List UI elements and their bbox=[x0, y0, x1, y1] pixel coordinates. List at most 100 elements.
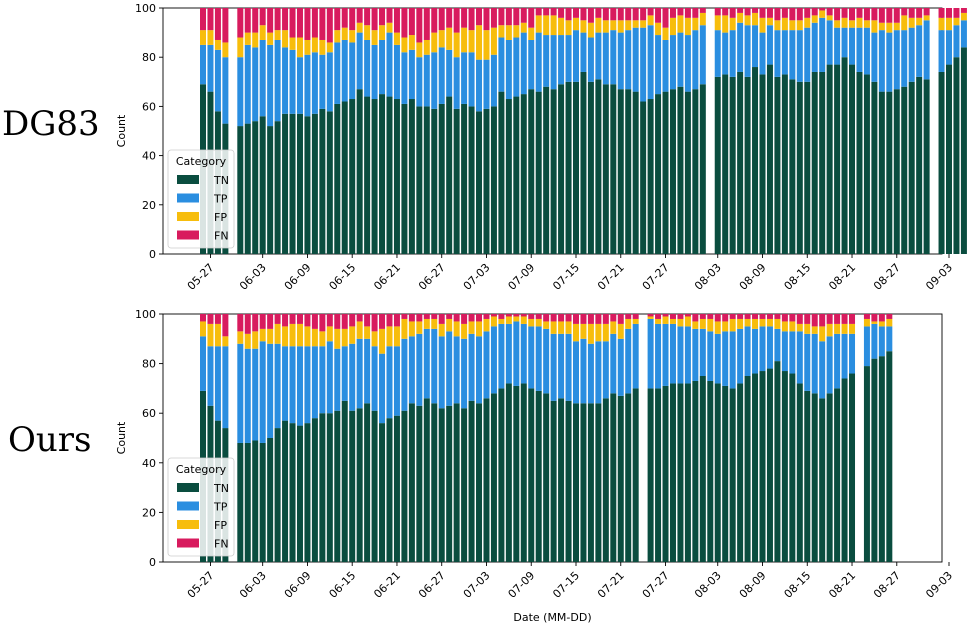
bar-fp-32 bbox=[438, 30, 445, 48]
bar-tn-11 bbox=[282, 113, 289, 254]
bar-fp-26 bbox=[393, 32, 400, 45]
bar-fp-39 bbox=[490, 27, 497, 55]
bar-fn-3 bbox=[222, 314, 229, 337]
bar-tp-80 bbox=[796, 331, 803, 384]
bar-tn-69 bbox=[714, 76, 721, 254]
bar-fn-17 bbox=[326, 314, 333, 327]
bar-tn-50 bbox=[573, 403, 579, 562]
bar-tn-85 bbox=[834, 64, 841, 254]
bar-tp-61 bbox=[655, 35, 662, 95]
bar-tp-34 bbox=[453, 57, 460, 109]
bar-tn-71 bbox=[729, 76, 736, 254]
bar-tp-48 bbox=[558, 35, 565, 85]
legend-swatch-tn bbox=[177, 175, 199, 184]
legend-label-tn: TN bbox=[213, 174, 229, 187]
bar-fp-1 bbox=[207, 323, 214, 347]
bar-tp-23 bbox=[371, 44, 378, 100]
bar-fn-55 bbox=[610, 8, 617, 21]
bar-fp-56 bbox=[617, 323, 624, 339]
bar-tp-76 bbox=[766, 25, 773, 65]
bar-fp-78 bbox=[781, 321, 788, 332]
bar-fn-70 bbox=[722, 314, 729, 322]
bar-fp-58 bbox=[632, 20, 639, 28]
bar-fp-62 bbox=[662, 27, 669, 40]
bar-fp-62 bbox=[662, 316, 669, 324]
legend-swatch-fn bbox=[177, 538, 199, 548]
bar-fp-31 bbox=[431, 32, 438, 53]
bar-tp-5 bbox=[237, 57, 244, 127]
legend-label-fn: FN bbox=[214, 230, 229, 243]
bar-tn-48 bbox=[558, 84, 565, 254]
bar-fp-101 bbox=[953, 17, 960, 26]
bar-fp-0 bbox=[200, 321, 206, 337]
bar-fp-38 bbox=[483, 30, 490, 60]
bar-fn-29 bbox=[416, 8, 423, 43]
bar-fp-19 bbox=[341, 328, 348, 347]
bar-fn-67 bbox=[699, 8, 706, 13]
bar-fp-79 bbox=[789, 321, 796, 332]
bar-tp-48 bbox=[558, 333, 565, 399]
bar-fn-52 bbox=[587, 8, 594, 23]
bar-fn-64 bbox=[677, 314, 684, 319]
bar-fp-35 bbox=[461, 27, 468, 53]
x-tick-label: 06-27 bbox=[416, 569, 448, 601]
bar-tp-43 bbox=[520, 323, 527, 384]
bar-fn-15 bbox=[311, 8, 318, 38]
bar-tp-21 bbox=[356, 338, 363, 409]
bar-tn-34 bbox=[453, 108, 460, 254]
y-tick-label: 100 bbox=[135, 308, 156, 321]
bar-tp-102 bbox=[960, 20, 967, 48]
bar-fp-47 bbox=[550, 15, 557, 36]
bar-tn-38 bbox=[483, 108, 490, 254]
bar-tp-47 bbox=[550, 35, 557, 90]
bar-fn-63 bbox=[669, 8, 676, 18]
bar-tp-42 bbox=[513, 321, 520, 386]
bar-tn-57 bbox=[625, 393, 632, 562]
bar-fp-69 bbox=[714, 15, 721, 31]
bar-fp-5 bbox=[237, 37, 244, 58]
bar-fn-63 bbox=[669, 314, 676, 319]
bar-fp-11 bbox=[282, 326, 289, 347]
bar-tn-14 bbox=[304, 116, 311, 255]
y-tick-label: 80 bbox=[142, 358, 156, 371]
bar-tn-20 bbox=[349, 410, 356, 562]
bar-fp-71 bbox=[729, 318, 736, 332]
bar-tn-10 bbox=[274, 121, 281, 254]
bar-tn-60 bbox=[647, 99, 654, 255]
bar-tn-92 bbox=[886, 351, 893, 562]
bar-fn-89 bbox=[863, 8, 870, 21]
bar-tp-87 bbox=[849, 333, 856, 374]
bar-fn-69 bbox=[714, 314, 721, 322]
bar-tn-83 bbox=[819, 398, 826, 562]
bar-fn-97 bbox=[923, 8, 930, 16]
legend-title: Category bbox=[176, 463, 227, 476]
bar-fp-3 bbox=[222, 336, 229, 347]
bar-tp-36 bbox=[468, 333, 475, 401]
bar-fp-21 bbox=[356, 321, 363, 339]
bar-tn-22 bbox=[364, 403, 371, 562]
bar-fn-3 bbox=[222, 8, 229, 43]
bar-fp-91 bbox=[878, 22, 885, 31]
bar-fp-38 bbox=[483, 318, 490, 332]
bar-tp-58 bbox=[632, 323, 639, 389]
bar-tn-36 bbox=[468, 106, 475, 255]
bar-tn-101 bbox=[953, 57, 960, 255]
bar-fp-21 bbox=[356, 22, 363, 33]
bar-tp-61 bbox=[655, 323, 662, 389]
bar-fp-89 bbox=[863, 318, 870, 327]
y-axis-label: Count bbox=[115, 114, 128, 147]
x-tick-label: 06-15 bbox=[327, 569, 359, 601]
bar-tp-95 bbox=[908, 27, 915, 82]
bar-fn-20 bbox=[349, 8, 356, 31]
bar-fn-83 bbox=[819, 8, 826, 11]
bar-tp-83 bbox=[819, 17, 826, 72]
bar-fn-34 bbox=[453, 8, 460, 33]
bar-fp-64 bbox=[677, 318, 684, 327]
legend-label-tn: TN bbox=[213, 482, 229, 495]
bar-tp-80 bbox=[796, 30, 803, 82]
bar-fp-29 bbox=[416, 42, 423, 58]
bar-tn-61 bbox=[655, 388, 662, 562]
bar-tn-41 bbox=[505, 99, 512, 255]
bar-tp-63 bbox=[669, 35, 676, 90]
bar-tn-81 bbox=[804, 390, 811, 562]
